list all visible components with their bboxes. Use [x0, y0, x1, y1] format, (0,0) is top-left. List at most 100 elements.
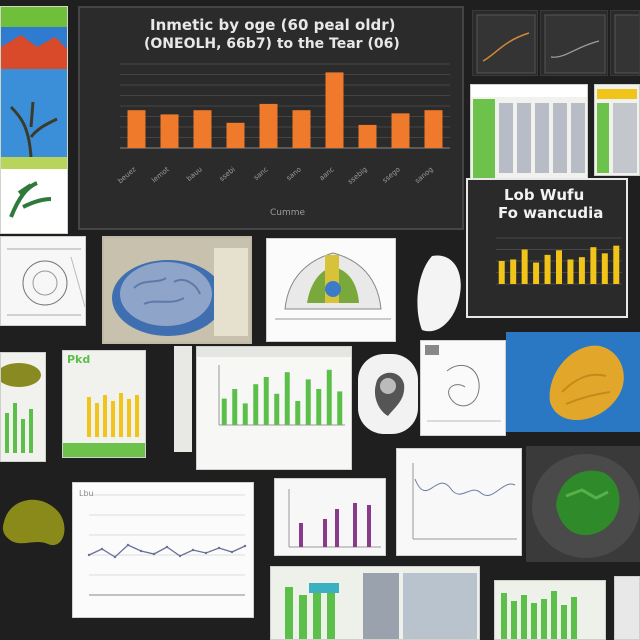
main-tick-label: ssebig: [346, 165, 368, 186]
thumb-line-1: [472, 10, 538, 76]
green-bar: [316, 389, 322, 425]
main-bar: [424, 110, 443, 148]
line-point: [100, 547, 104, 551]
yellow-chart-title-line2: Fo wancudia: [498, 204, 604, 222]
main-bar: [358, 124, 377, 148]
green-chart-header: [197, 347, 351, 357]
thumb-line-2: [540, 10, 608, 76]
spreadsheet-2-art: [597, 89, 637, 173]
green-bar: [295, 401, 301, 425]
yellow-bar: [510, 259, 517, 284]
line-point: [217, 546, 221, 550]
main-bar: [292, 110, 311, 148]
green-bar: [326, 369, 332, 425]
main-chart-title-line2: (ONEOLH, 66b7) to the Tear (06): [144, 36, 400, 52]
main-chart-title-line1: Inmetic by oge (60 peal oldr): [150, 16, 396, 34]
main-bar: [193, 110, 212, 148]
main-tick-label: ssebi: [218, 165, 237, 183]
green-bar: [274, 393, 280, 425]
brain-art: [104, 238, 250, 342]
thumb-line-1-art: [476, 14, 536, 74]
yellow-bar: [521, 249, 528, 284]
main-tick-label: lemot: [150, 165, 171, 184]
thumb-line-3-art: [614, 14, 639, 74]
main-tick-label: ssego: [381, 165, 402, 184]
main-bar: [391, 113, 410, 148]
olive-organism: [0, 486, 72, 566]
golden-object-art: [506, 332, 640, 432]
golden-object-photo: [506, 332, 640, 432]
olive-organism-art: [2, 499, 65, 546]
line-point: [139, 549, 143, 553]
line-point: [191, 548, 195, 552]
green-bar: [221, 398, 227, 425]
green-bar: [263, 377, 269, 425]
green-yellow-chart-card: Pkd: [62, 350, 146, 458]
anatomy-diagram: [266, 238, 396, 342]
yellow-bar-chart-panel: Lob Wufu Fo wancudia: [466, 178, 628, 318]
green-bar: [284, 372, 290, 425]
line-point: [152, 552, 156, 556]
schematic-card: [420, 340, 506, 436]
line-point: [126, 543, 130, 547]
skull-art: [374, 372, 405, 416]
bottom-green-chart-1: [270, 566, 480, 640]
yellow-bar: [578, 257, 585, 284]
green-moss-art: [532, 454, 640, 558]
main-bar: [259, 103, 278, 148]
main-tick-label: sano: [285, 165, 303, 182]
line-point: [243, 544, 247, 548]
thumb-line-3: [610, 10, 640, 76]
wave-chart-art: [412, 463, 517, 540]
main-tick-label: sanog: [413, 165, 434, 185]
skull-sketch: [358, 354, 418, 434]
main-tick-label: bauu: [185, 165, 204, 182]
line-point: [113, 555, 117, 559]
line-point: [165, 545, 169, 549]
yellow-bar: [556, 250, 562, 284]
line-chart: [87, 494, 247, 596]
engineering-diagram: [0, 236, 86, 326]
green-bar-chart-panel: [196, 346, 352, 470]
spreadsheet-card-1: [470, 84, 588, 180]
line-point: [178, 554, 182, 558]
bottom-green-chart-1-art: [285, 573, 477, 639]
main-bar: [127, 110, 146, 148]
line-point: [204, 551, 208, 555]
yellow-bar: [533, 262, 540, 284]
purple-bar-chart-art: [288, 489, 381, 548]
main-bar-chart-panel: Inmetic by oge (60 peal oldr) (ONEOLH, 6…: [78, 6, 464, 230]
green-bar: [242, 403, 248, 425]
wave-chart-card: [396, 448, 522, 556]
green-bar: [253, 384, 259, 425]
thumb-line-2-art: [544, 14, 606, 74]
yellow-bar: [613, 245, 620, 284]
schematic-art: [425, 345, 501, 422]
yellow-bar: [590, 247, 597, 284]
purple-bar-chart-card: [274, 478, 386, 556]
tree-poster-art: [1, 7, 67, 233]
spreadsheet-1-art: [471, 85, 587, 179]
green-bar-chart: [197, 347, 351, 426]
main-bar-chart: beuez lemot bauu ssebi sanc sano aanc ssebig sse…: [116, 63, 450, 186]
spreadsheet-card-2: [594, 84, 640, 176]
engineering-diagram-art: [7, 248, 85, 316]
line-chart-axis-label: Lbu: [79, 489, 94, 498]
yellow-bar: [567, 259, 574, 284]
green-moss-photo: [526, 446, 640, 562]
green-bar: [232, 389, 238, 425]
main-tick-label: aanc: [318, 165, 336, 182]
main-tick-label: beuez: [116, 165, 138, 185]
bottom-green-chart-2-art: [501, 591, 577, 639]
yellow-bar: [498, 261, 505, 284]
small-chart-card-left: [0, 352, 46, 462]
main-tick-label: sanc: [252, 165, 270, 182]
green-card-title: Pkd: [67, 353, 91, 366]
green-bar: [305, 379, 311, 425]
bottom-green-chart-2: [494, 580, 606, 640]
yellow-bar-chart: [496, 237, 622, 285]
main-chart-xlabel: Cumme: [270, 208, 306, 218]
yellow-bar: [544, 254, 551, 284]
tree-poster: [0, 6, 68, 234]
line-point: [87, 553, 91, 557]
